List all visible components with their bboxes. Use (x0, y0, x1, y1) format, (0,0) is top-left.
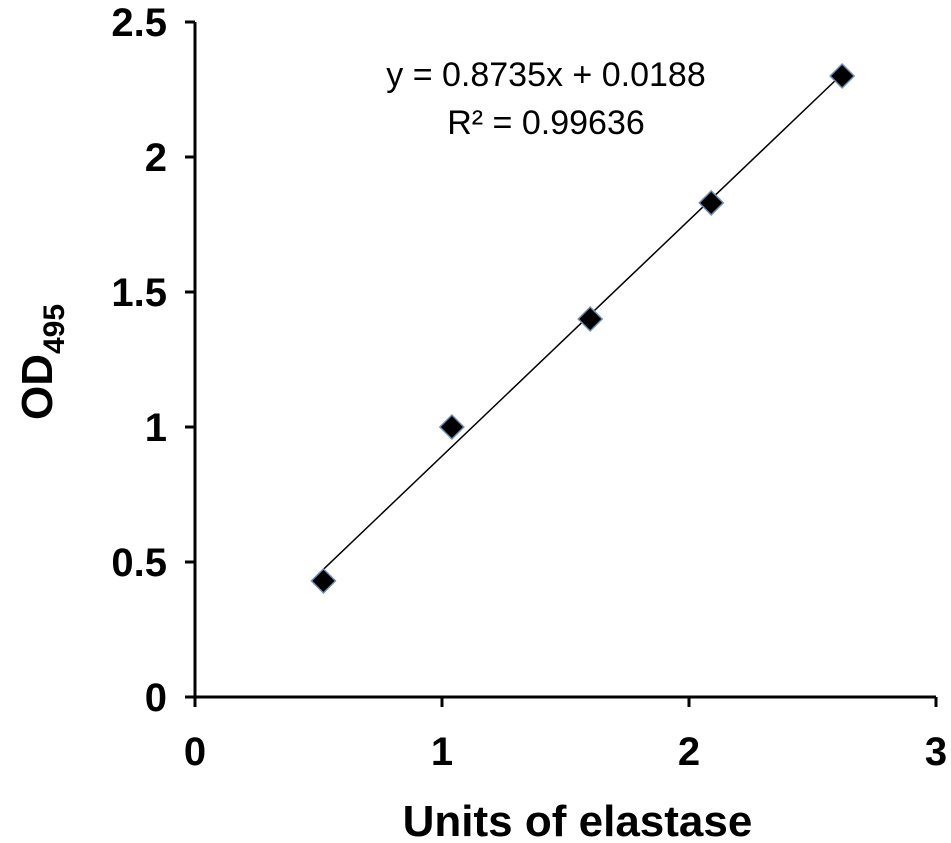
y-axis-title: OD495 (13, 304, 71, 420)
x-tick-label: 1 (431, 730, 453, 774)
trendline-equation: y = 0.8735x + 0.0188 (386, 56, 705, 94)
data-point (310, 567, 337, 594)
data-points (310, 62, 856, 594)
y-tick-label: 2.5 (111, 1, 167, 45)
y-tick-label: 0.5 (111, 541, 167, 585)
x-axis-title: Units of elastase (403, 797, 753, 843)
data-point (698, 189, 725, 216)
data-point (829, 62, 856, 90)
y-tick-label: 2 (145, 136, 167, 180)
y-ticks: 0 0.5 1 1.5 2 2.5 (111, 1, 195, 720)
x-tick-label: 2 (678, 730, 700, 774)
data-point (577, 305, 604, 333)
axes (193, 22, 936, 699)
x-tick-label: 3 (925, 730, 947, 774)
r-squared-label: R² = 0.99636 (447, 104, 645, 142)
y-tick-label: 1 (145, 406, 167, 450)
data-point (438, 413, 465, 441)
y-tick-label: 1.5 (111, 271, 167, 315)
y-tick-label: 0 (145, 676, 167, 720)
x-ticks: 0 1 2 3 (184, 697, 947, 774)
y-axis-title-main: OD (13, 354, 62, 420)
x-tick-label: 0 (184, 730, 206, 774)
y-axis-title-subscript: 495 (38, 304, 71, 354)
